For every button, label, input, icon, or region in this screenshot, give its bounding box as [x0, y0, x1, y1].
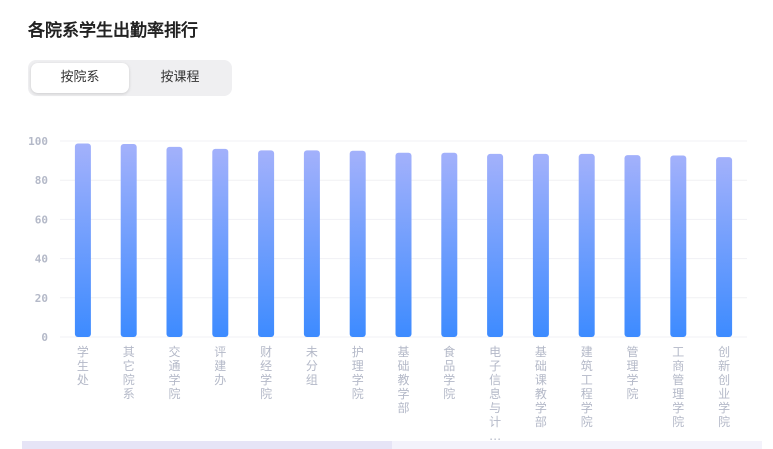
x-tick-label: 基础教学部: [397, 345, 409, 415]
bar[interactable]: [716, 157, 733, 337]
x-tick-label: 工商管理学院: [672, 345, 684, 429]
x-tick-label: 未分组: [306, 345, 318, 387]
bar[interactable]: [395, 152, 412, 337]
y-tick-label: 80: [35, 174, 48, 187]
bar[interactable]: [258, 150, 275, 337]
x-tick-label: 电子信息与计…: [489, 345, 501, 443]
page-title: 各院系学生出勤率排行: [28, 21, 198, 41]
bar[interactable]: [212, 148, 229, 337]
y-tick-label: 100: [28, 135, 48, 148]
bar[interactable]: [578, 153, 595, 337]
x-tick-label: 交通学院: [168, 344, 180, 401]
bar[interactable]: [670, 155, 687, 337]
y-tick-label: 40: [35, 253, 48, 266]
group-toggle: 按院系 按课程: [28, 60, 232, 96]
x-tick-label: 管理学院: [626, 344, 638, 401]
x-tick-label: 评建办: [214, 345, 226, 387]
bar[interactable]: [120, 143, 137, 337]
scrollbar-thumb[interactable]: [22, 441, 392, 449]
x-tick-label: 基础课教学部: [535, 345, 547, 429]
y-tick-label: 0: [41, 331, 48, 344]
x-tick-label: 财经学院: [260, 345, 272, 401]
bar[interactable]: [532, 153, 549, 337]
x-tick-label: 食品学院: [443, 344, 455, 401]
y-tick-label: 60: [35, 213, 48, 226]
x-tick-label: 其它院系: [123, 345, 135, 401]
y-tick-label: 20: [35, 292, 48, 305]
bar[interactable]: [624, 155, 641, 337]
horizontal-scrollbar[interactable]: [22, 441, 762, 449]
bar[interactable]: [441, 152, 458, 337]
bar[interactable]: [74, 143, 91, 337]
x-tick-label: 学生处: [77, 344, 89, 387]
toggle-by-department[interactable]: 按院系: [31, 63, 129, 93]
bar[interactable]: [166, 146, 183, 337]
x-tick-label: 建筑工程学院: [581, 345, 593, 429]
bar[interactable]: [349, 150, 366, 337]
bar[interactable]: [303, 150, 320, 337]
x-tick-label: 创新创业学院: [718, 345, 730, 429]
bar[interactable]: [487, 153, 504, 337]
toggle-by-course[interactable]: 按课程: [160, 70, 200, 85]
x-tick-label: 护理学院: [352, 345, 364, 401]
